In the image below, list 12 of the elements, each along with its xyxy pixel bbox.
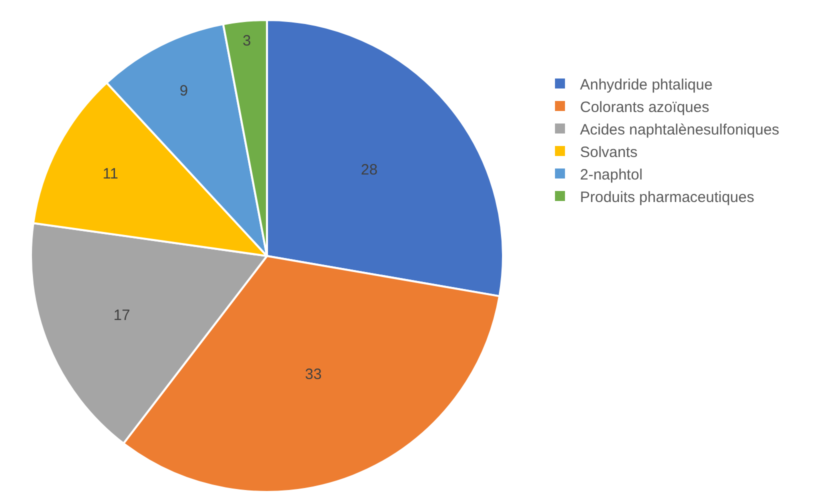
legend-label: Colorants azoïques (580, 98, 710, 116)
legend-label: 2-naphtol (580, 166, 643, 184)
legend-label: Acides naphtalènesulfoniques (580, 121, 780, 138)
legend-label: Produits pharmaceutiques (580, 188, 754, 206)
data-label: 11 (102, 166, 118, 183)
data-label: 17 (113, 306, 130, 324)
data-label: 9 (180, 82, 188, 100)
legend-label: Solvants (580, 144, 638, 161)
data-label: 33 (304, 366, 322, 383)
data-label: 28 (360, 161, 378, 178)
data-label: 3 (242, 32, 252, 50)
legend-label: Anhydride phtalique (580, 76, 713, 94)
